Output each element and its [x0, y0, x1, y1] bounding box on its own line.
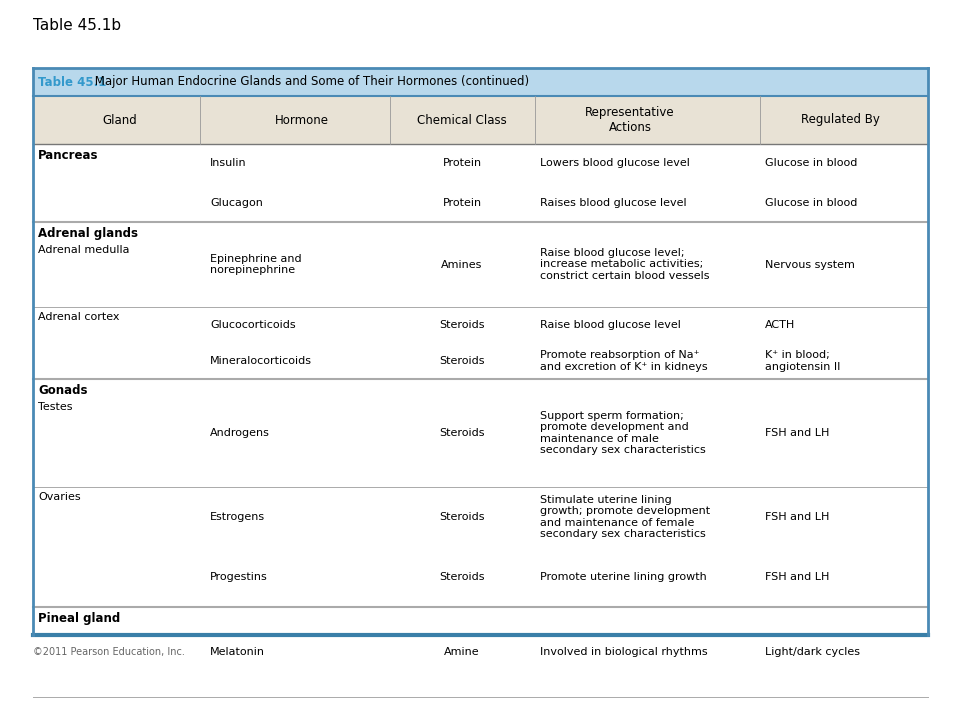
- Text: Progestins: Progestins: [210, 572, 268, 582]
- Text: Raise blood glucose level;
increase metabolic activities;
constrict certain bloo: Raise blood glucose level; increase meta…: [540, 248, 709, 281]
- Text: Glucocorticoids: Glucocorticoids: [210, 320, 296, 330]
- Text: Nervous system: Nervous system: [765, 259, 854, 269]
- Text: Melatonin: Melatonin: [210, 647, 265, 657]
- Text: Hormone: Hormone: [275, 114, 329, 127]
- Text: Steroids: Steroids: [440, 512, 485, 522]
- Text: Raise blood glucose level: Raise blood glucose level: [540, 320, 681, 330]
- Text: ©2011 Pearson Education, Inc.: ©2011 Pearson Education, Inc.: [33, 647, 185, 657]
- Text: Chemical Class: Chemical Class: [418, 114, 507, 127]
- Text: Steroids: Steroids: [440, 320, 485, 330]
- Text: Regulated By: Regulated By: [801, 114, 879, 127]
- Text: Glucose in blood: Glucose in blood: [765, 197, 857, 207]
- Text: Testes: Testes: [38, 402, 73, 412]
- Text: Light/dark cycles: Light/dark cycles: [765, 647, 860, 657]
- Text: Steroids: Steroids: [440, 356, 485, 366]
- Text: Gland: Gland: [103, 114, 137, 127]
- Text: Adrenal cortex: Adrenal cortex: [38, 312, 119, 322]
- Bar: [33, 607, 928, 697]
- Text: Representative
Actions: Representative Actions: [586, 106, 675, 134]
- Text: FSH and LH: FSH and LH: [765, 512, 829, 522]
- Bar: [33, 68, 928, 96]
- Text: Stimulate uterine lining
growth; promote development
and maintenance of female
s: Stimulate uterine lining growth; promote…: [540, 495, 710, 539]
- Text: Amine: Amine: [444, 647, 480, 657]
- Text: Mineralocorticoids: Mineralocorticoids: [210, 356, 312, 366]
- Text: Steroids: Steroids: [440, 572, 485, 582]
- Bar: [33, 379, 928, 487]
- Bar: [33, 307, 928, 379]
- Text: Epinephrine and
norepinephrine: Epinephrine and norepinephrine: [210, 253, 301, 275]
- Text: Glucagon: Glucagon: [210, 197, 263, 207]
- Text: Pineal gland: Pineal gland: [38, 612, 120, 625]
- Bar: [33, 96, 928, 144]
- Text: Glucose in blood: Glucose in blood: [765, 158, 857, 168]
- Text: ACTH: ACTH: [765, 320, 795, 330]
- Text: Amines: Amines: [442, 259, 483, 269]
- Text: Involved in biological rhythms: Involved in biological rhythms: [540, 647, 708, 657]
- Text: Gonads: Gonads: [38, 384, 87, 397]
- Text: Pancreas: Pancreas: [38, 149, 99, 162]
- Text: Major Human Endocrine Glands and Some of Their Hormones (continued): Major Human Endocrine Glands and Some of…: [91, 76, 529, 89]
- Text: Estrogens: Estrogens: [210, 512, 265, 522]
- Text: Protein: Protein: [443, 158, 482, 168]
- Text: FSH and LH: FSH and LH: [765, 428, 829, 438]
- Text: Insulin: Insulin: [210, 158, 247, 168]
- Text: FSH and LH: FSH and LH: [765, 572, 829, 582]
- Text: Table 45.1: Table 45.1: [38, 76, 107, 89]
- Text: Table 45.1b: Table 45.1b: [33, 18, 121, 33]
- Text: Androgens: Androgens: [210, 428, 270, 438]
- Bar: [33, 487, 928, 607]
- Text: Promote uterine lining growth: Promote uterine lining growth: [540, 572, 707, 582]
- Text: Raises blood glucose level: Raises blood glucose level: [540, 197, 686, 207]
- Bar: [33, 144, 928, 222]
- Text: Steroids: Steroids: [440, 428, 485, 438]
- Text: Protein: Protein: [443, 197, 482, 207]
- Text: Lowers blood glucose level: Lowers blood glucose level: [540, 158, 690, 168]
- Text: Adrenal glands: Adrenal glands: [38, 227, 138, 240]
- Text: Adrenal medulla: Adrenal medulla: [38, 245, 130, 255]
- Bar: [33, 222, 928, 307]
- Text: Promote reabsorption of Na⁺
and excretion of K⁺ in kidneys: Promote reabsorption of Na⁺ and excretio…: [540, 350, 708, 372]
- Text: K⁺ in blood;
angiotensin II: K⁺ in blood; angiotensin II: [765, 350, 840, 372]
- Text: Support sperm formation;
promote development and
maintenance of male
secondary s: Support sperm formation; promote develop…: [540, 410, 706, 455]
- Text: Ovaries: Ovaries: [38, 492, 81, 502]
